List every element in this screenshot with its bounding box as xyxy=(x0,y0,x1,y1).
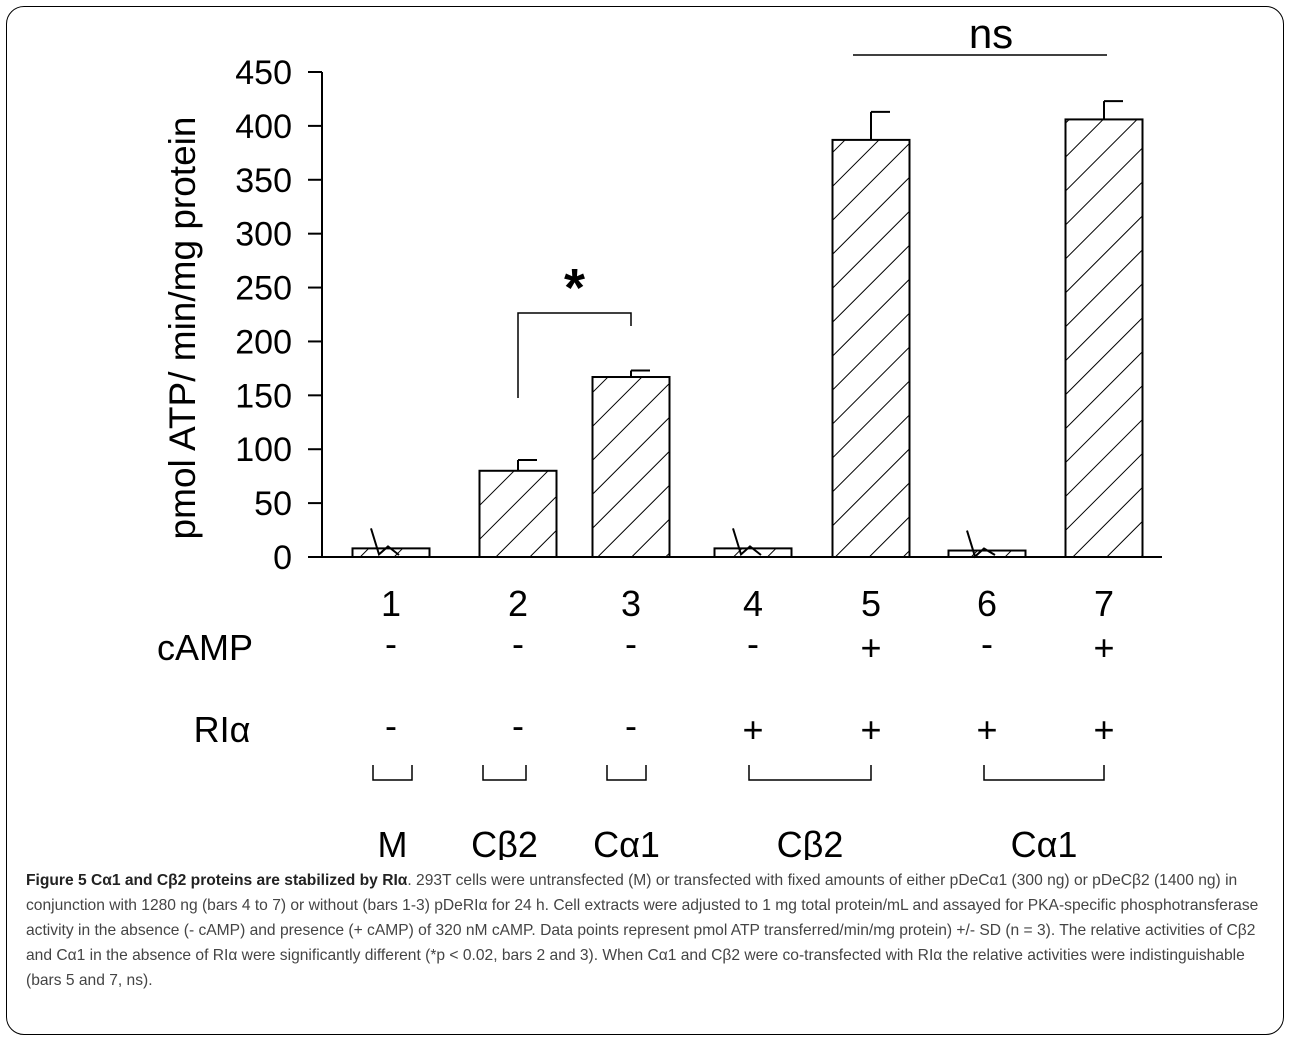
group-bracket xyxy=(482,765,527,781)
row-sign: + xyxy=(860,709,881,750)
bar-chart: 0 50 100 150 200 250 300 350 400 450 1 2 3 4 5 6 7 cAMP… xyxy=(157,10,1162,860)
y-tick-label: 400 xyxy=(235,108,292,146)
group-bracket xyxy=(748,765,872,781)
bar xyxy=(591,376,671,558)
caption-text: . 293T cells were untransfected (M) or t… xyxy=(26,872,1259,989)
row-sign: + xyxy=(1093,627,1114,668)
bar xyxy=(831,138,911,558)
x-category-label: 5 xyxy=(861,583,881,624)
caption-label: Figure 5 Cα1 and Cβ2 proteins are stabil… xyxy=(26,872,408,889)
x-category-label: 7 xyxy=(1094,583,1114,624)
row-sign: - xyxy=(981,623,993,664)
ns-label: ns xyxy=(969,10,1013,57)
y-tick-label: 300 xyxy=(235,216,292,254)
group-label: Cα1 xyxy=(593,824,660,860)
row-sign: + xyxy=(742,709,763,750)
bar xyxy=(1064,118,1144,559)
y-tick-label: 450 xyxy=(235,54,292,92)
bar xyxy=(478,469,558,558)
x-category-label: 6 xyxy=(977,583,997,624)
row-label: cAMP xyxy=(157,627,253,668)
y-tick-label: 200 xyxy=(235,323,292,361)
row-sign: + xyxy=(976,709,997,750)
row-sign: - xyxy=(625,623,637,664)
y-tick-label: 50 xyxy=(254,485,292,523)
y-tick-label: 150 xyxy=(235,377,292,415)
group-bracket xyxy=(606,765,647,781)
row-label: RIα xyxy=(194,709,251,750)
zero-bar-hatch-mark xyxy=(732,528,762,557)
figure-frame xyxy=(6,6,1284,1035)
group-label: M xyxy=(378,824,408,860)
zero-bar-hatch-mark xyxy=(370,528,400,557)
row-sign: - xyxy=(747,623,759,664)
zero-bar-hatch-mark xyxy=(966,530,996,559)
row-sign: - xyxy=(385,623,397,664)
y-tick-label: 0 xyxy=(273,539,292,577)
group-label: Cα1 xyxy=(1011,824,1078,860)
y-tick-label: 250 xyxy=(235,270,292,308)
group-bracket xyxy=(983,765,1105,781)
group-label: Cβ2 xyxy=(777,824,844,860)
y-tick-label: 350 xyxy=(235,162,292,200)
x-category-label: 1 xyxy=(381,583,401,624)
row-sign: + xyxy=(860,627,881,668)
significance-bracket xyxy=(517,312,632,398)
row-sign: - xyxy=(625,705,637,746)
row-sign: - xyxy=(385,705,397,746)
x-category-label: 4 xyxy=(743,583,763,624)
significance-star: * xyxy=(564,258,585,318)
row-sign: + xyxy=(1093,709,1114,750)
group-label: Cβ2 xyxy=(471,824,538,860)
row-sign: - xyxy=(512,623,524,664)
bar xyxy=(947,549,1027,558)
figure-caption: Figure 5 Cα1 and Cβ2 proteins are stabil… xyxy=(26,868,1274,993)
group-bracket xyxy=(372,765,413,781)
x-category-label: 3 xyxy=(621,583,641,624)
y-axis-label: pmol ATP/ min/mg protein xyxy=(162,117,203,540)
x-category-label: 2 xyxy=(508,583,528,624)
y-tick-label: 100 xyxy=(235,431,292,469)
row-sign: - xyxy=(512,705,524,746)
